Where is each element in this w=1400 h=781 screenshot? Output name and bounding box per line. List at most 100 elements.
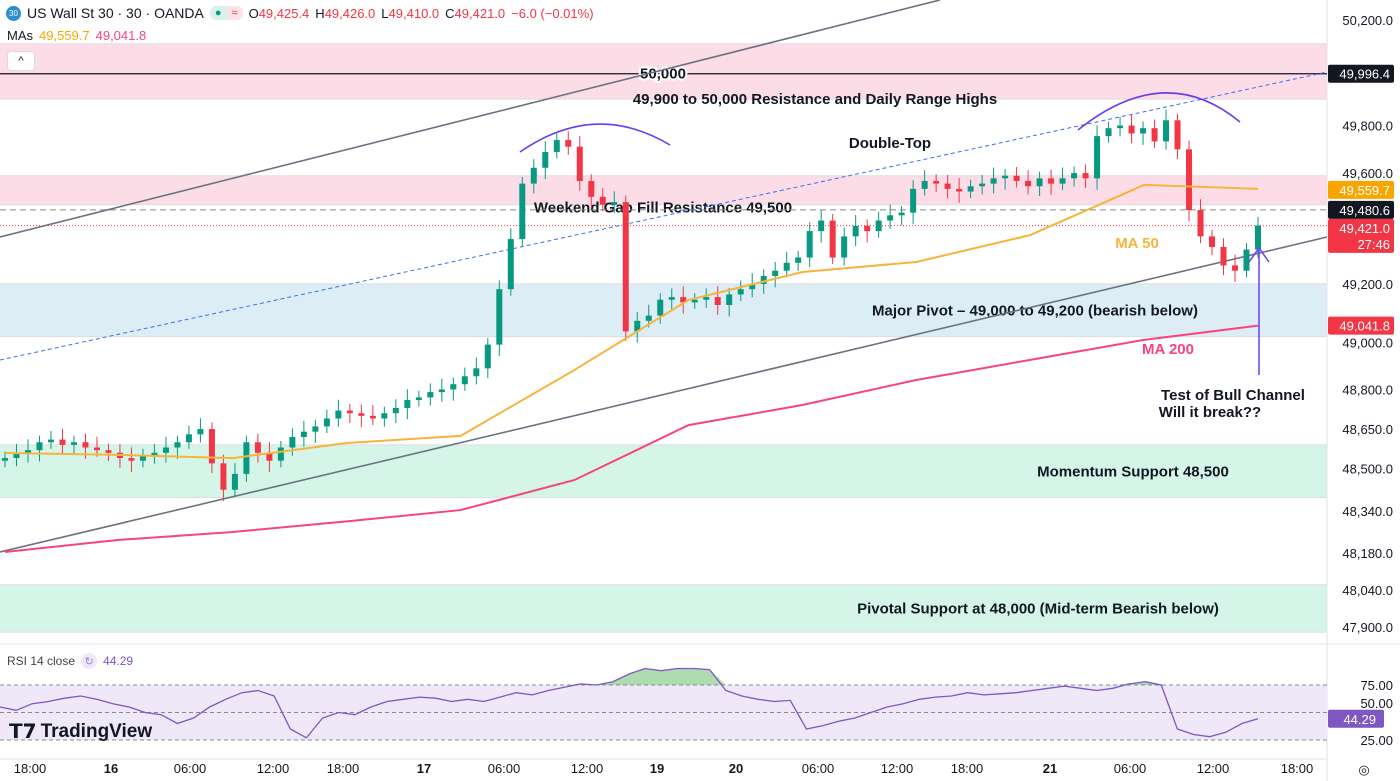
- candle-body: [507, 239, 514, 290]
- candle: [369, 405, 376, 426]
- candle-body: [956, 188, 963, 192]
- last-price-label: 49,421.0: [1339, 221, 1390, 236]
- candle: [1128, 114, 1135, 144]
- channel-test-label: Test of Bull Channel: [1161, 387, 1305, 404]
- candle-body: [128, 458, 135, 461]
- candle-body: [691, 299, 698, 303]
- candle-body: [1071, 173, 1078, 179]
- candle: [956, 178, 963, 203]
- candle: [151, 444, 158, 464]
- price-tick-label: 48,500.0: [1342, 462, 1393, 477]
- candle-body: [174, 442, 181, 448]
- candle: [565, 131, 572, 155]
- time-tick-label: 06:00: [1114, 761, 1147, 776]
- candle-body: [875, 220, 882, 232]
- candle: [162, 436, 169, 463]
- ma200-price-label: 49,041.8: [1339, 319, 1390, 334]
- candle: [898, 206, 905, 226]
- candle-body: [323, 418, 330, 427]
- candle: [933, 174, 940, 192]
- candle-body: [657, 299, 664, 316]
- candle: [1232, 254, 1239, 283]
- candle-body: [24, 450, 31, 453]
- double-top-arc-left: [519, 123, 671, 153]
- candle: [795, 250, 802, 271]
- candle-body: [1163, 120, 1170, 142]
- candle-body: [864, 225, 871, 232]
- time-tick-label: 12:00: [1197, 761, 1230, 776]
- candle: [1140, 121, 1147, 145]
- rsi-legend[interactable]: RSI 14 close ↻ 44.29: [7, 653, 133, 669]
- open-value: 49,425.4: [258, 5, 310, 21]
- candle: [944, 174, 951, 199]
- candle: [220, 454, 227, 502]
- candle: [864, 219, 871, 243]
- candle-body: [266, 452, 273, 461]
- candle-body: [105, 450, 112, 453]
- symbol-title[interactable]: US Wall St 30 · 30 · OANDA: [27, 5, 204, 21]
- candle-body: [254, 442, 261, 453]
- candle: [1243, 242, 1250, 278]
- candle-body: [1209, 236, 1216, 247]
- candle: [323, 409, 330, 434]
- candle: [1002, 169, 1009, 190]
- candle: [473, 357, 480, 385]
- price-tick-label: 49,600.0: [1342, 166, 1393, 181]
- candle: [1094, 125, 1101, 190]
- candle-body: [829, 220, 836, 258]
- candle: [70, 435, 77, 455]
- arrow-up-icon: [1248, 246, 1270, 263]
- candle: [208, 422, 215, 474]
- candle: [668, 288, 675, 310]
- dashed-price-label: 49,480.6: [1339, 203, 1390, 218]
- candle-body: [967, 186, 974, 192]
- candle: [530, 159, 537, 194]
- candle-body: [818, 220, 825, 232]
- candle: [36, 435, 43, 462]
- candle-body: [197, 429, 204, 435]
- zone-label: 49,900 to 50,000 Resistance and Daily Ra…: [633, 91, 997, 108]
- candle-body: [151, 452, 158, 456]
- candle-body: [933, 180, 940, 184]
- price-tick-label: 48,650.0: [1342, 422, 1393, 437]
- candle-body: [703, 297, 710, 300]
- candle: [461, 367, 468, 391]
- chevron-up-icon: ^: [18, 55, 24, 67]
- candle-body: [668, 297, 675, 300]
- time-tick-label: 06:00: [174, 761, 207, 776]
- candle: [1117, 116, 1124, 137]
- ma200-value: 49,041.8: [95, 28, 147, 43]
- candle-body: [1117, 125, 1124, 129]
- candle-body: [841, 236, 848, 258]
- time-tick-label: 18:00: [14, 761, 47, 776]
- candle-body: [760, 275, 767, 284]
- logo-text: TradingView: [40, 720, 153, 742]
- candle: [714, 286, 721, 315]
- candle: [542, 141, 549, 180]
- rsi-value-label-bg: [1328, 709, 1384, 728]
- candle: [381, 406, 388, 427]
- candle: [783, 251, 790, 278]
- candle: [1197, 199, 1204, 243]
- zone-pivot: [0, 283, 1327, 337]
- ma-legend[interactable]: MAs 49,559.7 49,041.8: [7, 28, 146, 43]
- candle-body: [921, 180, 928, 189]
- candle-body: [990, 178, 997, 184]
- candle-body: [519, 183, 526, 240]
- channel-mid-line: [0, 71, 1328, 361]
- candle: [484, 337, 491, 379]
- candle: [1036, 171, 1043, 197]
- candle: [841, 227, 848, 266]
- candle: [415, 390, 422, 407]
- candle-body: [496, 289, 503, 345]
- candle-body: [1174, 120, 1181, 150]
- candle-body: [553, 140, 560, 152]
- market-status-pill[interactable]: ● ≈: [209, 6, 243, 20]
- top-line-price-label: 49,996.4: [1339, 67, 1390, 82]
- collapse-legend-button[interactable]: ^: [7, 51, 35, 71]
- ma50-line: [4, 183, 1259, 460]
- candle-body: [1002, 175, 1009, 179]
- candle-body: [1186, 149, 1193, 211]
- candle: [139, 448, 146, 468]
